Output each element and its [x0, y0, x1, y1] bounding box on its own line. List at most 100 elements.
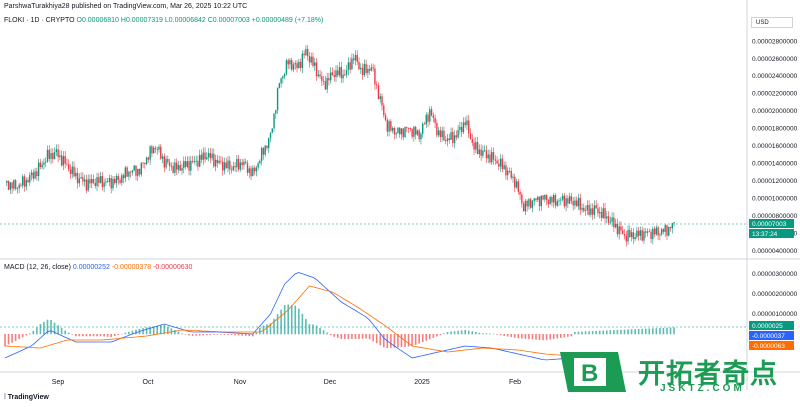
candle-body — [213, 153, 215, 167]
candle-body — [147, 157, 150, 160]
macd-hist-tag — [749, 321, 794, 330]
candle-body — [11, 182, 13, 189]
candle-body — [106, 181, 109, 183]
candle-body — [616, 223, 619, 235]
macd-hist-bar — [436, 334, 438, 337]
macd-hist-bar — [18, 334, 20, 340]
macd-hist-bar — [241, 334, 243, 336]
candle-body — [544, 194, 546, 200]
macd-hist-bar — [135, 329, 137, 335]
macd-hist-bar — [170, 328, 173, 335]
macd-hist-bar — [67, 332, 70, 335]
macd-hist-bar — [570, 334, 573, 337]
macd-hist-bar — [397, 334, 399, 348]
candle-body — [152, 147, 155, 154]
macd-signal-tag — [749, 341, 794, 350]
macd-hist-bar — [113, 334, 116, 337]
macd-hist-bar — [588, 331, 590, 335]
macd-hist-bar — [421, 334, 424, 343]
macd-hist-bar — [32, 330, 35, 335]
candle-body — [229, 160, 231, 170]
macd-hist-bar — [255, 332, 258, 335]
candle-body — [590, 208, 592, 215]
candle-body — [506, 170, 509, 176]
candle-body — [390, 121, 392, 131]
macd-hist-bar — [407, 334, 410, 347]
candle-body — [52, 153, 54, 160]
candle-body — [329, 72, 332, 81]
macd-hist-bar — [503, 334, 505, 336]
candle-body — [183, 161, 185, 169]
macd-hist-bar — [524, 334, 527, 339]
macd-hist-bar — [167, 326, 169, 335]
candle-body — [519, 191, 521, 195]
candle-body — [466, 120, 468, 126]
candle-body — [577, 197, 580, 207]
candle-body — [269, 132, 272, 138]
candle-body — [245, 161, 247, 164]
candle-body — [161, 156, 164, 159]
watermark-logo-icon: B — [560, 352, 626, 392]
candle-body — [485, 150, 488, 159]
macd-signal-value: -0.00000630 — [153, 264, 193, 271]
symbol-name[interactable]: FLOKI · 1D · CRYPTO — [4, 17, 75, 24]
candle-body — [648, 231, 650, 233]
candle-body — [476, 142, 479, 155]
macd-hist-bar — [184, 334, 187, 335]
macd-hist-bar — [393, 334, 396, 348]
candle-body — [517, 181, 519, 192]
countdown-label: 13:37:24 — [752, 231, 778, 238]
candle-body — [611, 217, 613, 222]
candle-body — [553, 195, 555, 203]
candle-body — [602, 208, 604, 219]
time-axis-tick: Nov — [234, 379, 247, 386]
candle-body — [121, 175, 123, 183]
candle-body — [158, 146, 160, 150]
candle-body — [103, 182, 105, 187]
macd-hist-bar — [559, 334, 562, 338]
candle-body — [260, 147, 263, 161]
candle-body — [188, 161, 190, 171]
candle-body — [522, 203, 525, 212]
candle-body — [191, 160, 194, 162]
candle-body — [239, 162, 242, 170]
candle-body — [255, 167, 258, 172]
candle-body — [128, 171, 130, 177]
candle-body — [142, 162, 144, 164]
macd-hist-bar — [577, 331, 580, 335]
countdown-tag — [749, 229, 794, 238]
candle-body — [275, 110, 277, 114]
macd-hist-bar — [450, 331, 452, 335]
candle-body — [69, 169, 72, 174]
candle-body — [393, 128, 396, 135]
candle-body — [501, 158, 504, 170]
candle-body — [193, 161, 196, 162]
candle-body — [455, 135, 458, 138]
candle-body — [370, 67, 373, 71]
candle-body — [399, 127, 401, 135]
macd-hist-bar — [7, 334, 10, 345]
tradingview-logo[interactable]: ⫶ TradingView — [4, 394, 49, 402]
macd-indicator-name[interactable]: MACD (12, 26, close) — [4, 264, 71, 271]
candle-body — [549, 197, 551, 205]
candle-body — [374, 68, 376, 85]
candle-body — [46, 149, 49, 162]
candle-body — [138, 168, 141, 175]
candle-body — [570, 196, 573, 201]
macd-axis-tick: 0.00000200000 — [752, 291, 798, 298]
macd-hist-bar — [60, 328, 63, 335]
candle-body — [335, 70, 337, 78]
macd-legend: MACD (12, 26, close) 0.00000252 -0.00000… — [4, 264, 192, 271]
macd-hist-bar — [542, 334, 544, 341]
currency-selector[interactable]: USD — [751, 17, 793, 28]
candle-body — [259, 160, 261, 164]
candle-body — [443, 130, 445, 141]
time-axis-tick: 2025 — [414, 379, 430, 386]
candle-body — [379, 96, 381, 100]
candle-body — [432, 115, 435, 118]
candle-body — [625, 235, 627, 242]
macd-axis-tick: 0.00000100000 — [752, 311, 798, 318]
candles-layer — [6, 45, 675, 247]
candle-body — [526, 200, 528, 207]
